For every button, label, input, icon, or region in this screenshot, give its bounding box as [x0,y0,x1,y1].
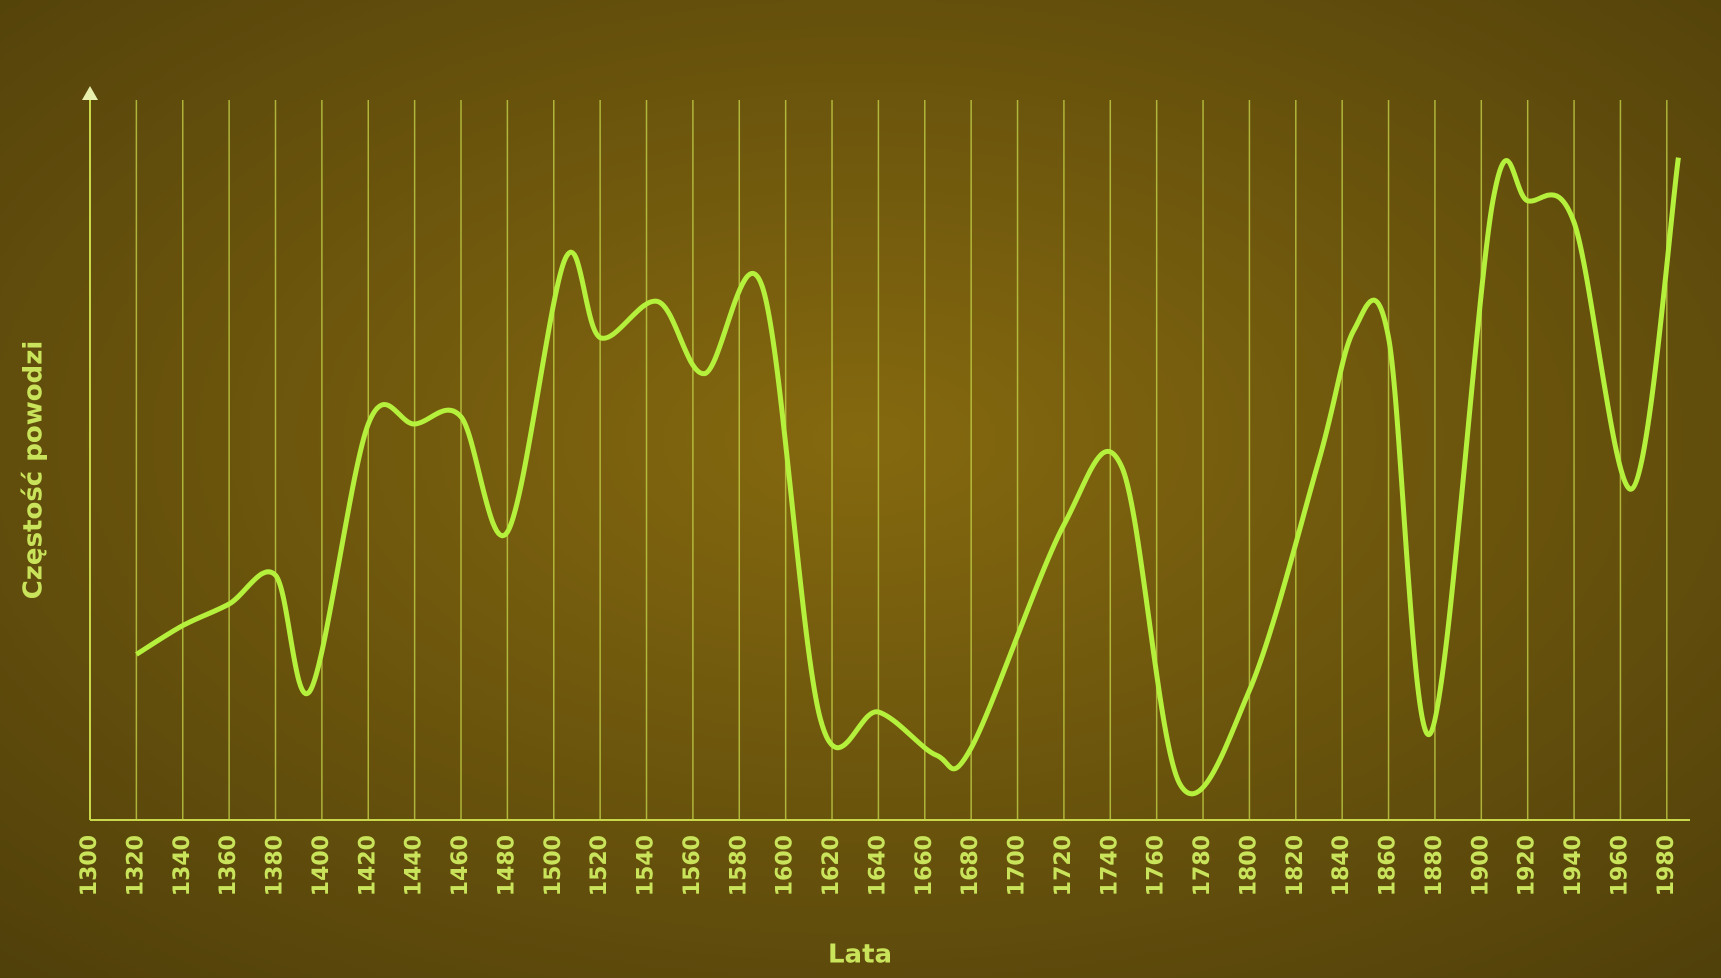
x-tick-label: 1980 [1654,835,1679,896]
x-tick-label: 1780 [1190,835,1215,896]
x-tick-label: 1300 [77,835,102,896]
x-tick-label: 1500 [541,835,566,896]
x-tick-label: 1560 [680,835,705,896]
x-tick-label: 1940 [1561,835,1586,896]
x-tick-label: 1400 [309,835,334,896]
x-tick-label: 1760 [1144,835,1169,896]
x-tick-label: 1480 [494,835,519,896]
x-tick-label: 1640 [865,835,890,896]
x-tick-label: 1620 [819,835,844,896]
x-axis-label: Lata [828,940,892,970]
x-tick-label: 1740 [1097,835,1122,896]
x-tick-label: 1860 [1376,835,1401,896]
x-tick-label: 1840 [1329,835,1354,896]
x-tick-label: 1440 [402,835,427,896]
x-tick-label: 1700 [1005,835,1030,896]
x-tick-label: 1880 [1422,835,1447,896]
x-tick-label: 1680 [958,835,983,896]
x-tick-label: 1900 [1468,835,1493,896]
x-tick-label: 1520 [587,835,612,896]
x-tick-label: 1340 [170,835,195,896]
x-tick-label: 1920 [1515,835,1540,896]
x-tick-label: 1320 [123,835,148,896]
x-tick-label: 1460 [448,835,473,896]
x-tick-label: 1540 [634,835,659,896]
x-tick-label: 1580 [726,835,751,896]
x-tick-label: 1380 [263,835,288,896]
x-tick-label: 1420 [355,835,380,896]
x-tick-label: 1600 [773,835,798,896]
x-tick-label: 1720 [1051,835,1076,896]
y-axis-label: Częstość powodzi [19,341,49,600]
x-tick-label: 1360 [216,835,241,896]
x-tick-label: 1820 [1283,835,1308,896]
x-tick-label: 1660 [912,835,937,896]
x-tick-label: 1960 [1607,835,1632,896]
x-tick-label: 1800 [1236,835,1261,896]
chart: Częstość powodzi Lata 1300 1320 1340 1360 13… [0,0,1721,978]
